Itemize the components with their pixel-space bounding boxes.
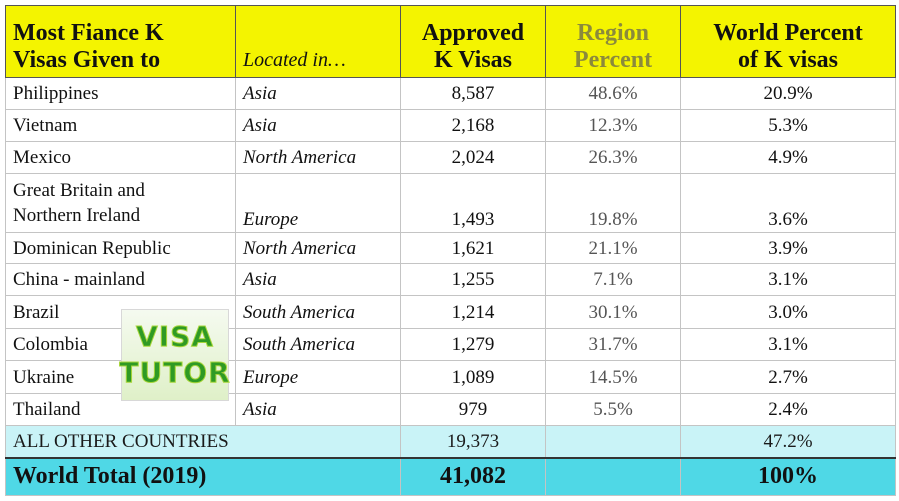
cell: 19.8% [545,173,681,233]
cell: 41,082 [400,456,546,496]
header-cell: Region Percent [545,5,681,78]
cell: Thailand [5,393,236,426]
cell: 1,493 [400,173,546,233]
total-row: World Total (2019) 41,082 100% [5,456,896,496]
data-row: Thailand Asia 979 5.5% 2.4% [5,393,896,426]
data-row: Colombia South America 1,279 31.7% 3.1% [5,328,896,361]
cell: 3.6% [680,173,896,233]
cell: 14.5% [545,360,681,394]
cell: 3.9% [680,232,896,264]
cell: 21.1% [545,232,681,264]
cell: 2,168 [400,109,546,142]
cell: Europe [235,360,401,394]
data-row: Great Britain and Northern Ireland Europe… [5,173,896,233]
data-row: Mexico North America 2,024 26.3% 4.9% [5,141,896,174]
cell: Europe [235,173,401,233]
cell: ALL OTHER COUNTRIES [5,425,401,458]
cell: North America [235,141,401,174]
cell: Great Britain and Northern Ireland [5,173,236,233]
cell: 2,024 [400,141,546,174]
header-cell: Located in… [235,5,401,78]
cell: South America [235,328,401,361]
cell: Asia [235,109,401,142]
cell: 12.3% [545,109,681,142]
logo-text: VISA [136,320,214,354]
cell: Asia [235,77,401,110]
cell: 1,255 [400,263,546,296]
visa-table: Most Fiance K Visas Given to Located in…… [5,5,896,496]
cell: World Total (2019) [5,456,401,496]
cell: 30.1% [545,295,681,329]
cell: 2.4% [680,393,896,426]
header-cell: Approved K Visas [400,5,546,78]
cell: 31.7% [545,328,681,361]
cell: Asia [235,263,401,296]
cell: North America [235,232,401,264]
cell: 2.7% [680,360,896,394]
data-row: China - mainland Asia 1,255 7.1% 3.1% [5,263,896,296]
cell: South America [235,295,401,329]
cell: 3.1% [680,263,896,296]
cell: 1,621 [400,232,546,264]
cell: 979 [400,393,546,426]
cell: Mexico [5,141,236,174]
cell: Dominican Republic [5,232,236,264]
table-body: Philippines Asia 8,587 48.6% 20.9% Vietnam Asi… [5,77,896,496]
cell: 4.9% [680,141,896,174]
logo: VISA TUTOR [119,309,231,401]
cell: 3.0% [680,295,896,329]
cell: 26.3% [545,141,681,174]
data-row: Vietnam Asia 2,168 12.3% 5.3% [5,109,896,142]
cell: Philippines [5,77,236,110]
header-row: Most Fiance K Visas Given to Located in…… [5,5,896,78]
header-cell: Most Fiance K Visas Given to [5,5,236,78]
data-row: Philippines Asia 8,587 48.6% 20.9% [5,77,896,110]
cell: 100% [680,456,896,496]
cell: 19,373 [400,425,546,458]
cell [545,425,681,458]
cell: 20.9% [680,77,896,110]
cell: 1,279 [400,328,546,361]
cell: China - mainland [5,263,236,296]
cell: 1,214 [400,295,546,329]
cell: Vietnam [5,109,236,142]
cell: 7.1% [545,263,681,296]
cell: 8,587 [400,77,546,110]
cell: 5.5% [545,393,681,426]
data-row: Brazil South America 1,214 30.1% 3.0% [5,295,896,329]
cell: 47.2% [680,425,896,458]
cell: 3.1% [680,328,896,361]
cell: 48.6% [545,77,681,110]
data-row: Dominican Republic North America 1,621 21.1… [5,232,896,264]
other-row: ALL OTHER COUNTRIES 19,373 47.2% [5,425,896,458]
cell: 5.3% [680,109,896,142]
cell: Asia [235,393,401,426]
cell [545,456,681,496]
header-cell: World Percent of K visas [680,5,896,78]
cell: 1,089 [400,360,546,394]
logo-text: TUTOR [119,356,231,390]
